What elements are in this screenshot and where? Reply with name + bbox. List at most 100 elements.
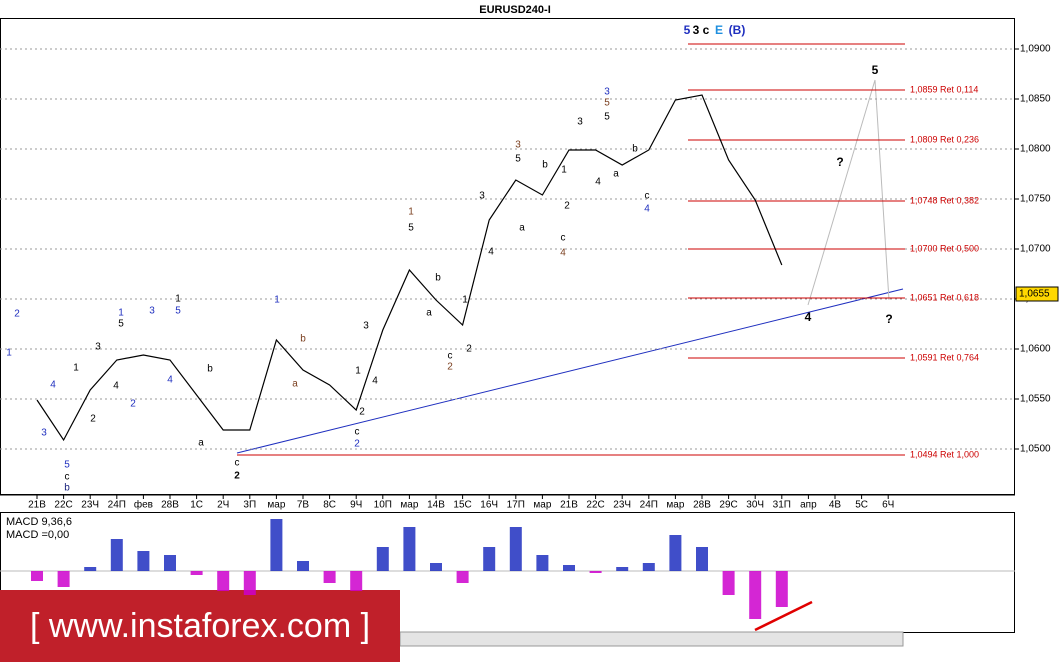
wave-label: 3 [363, 321, 369, 332]
macd-bar [563, 565, 575, 571]
wave-label: 3 [479, 191, 485, 202]
y-tick-label: 1,0550 [1020, 394, 1051, 405]
wave-label: 3 [41, 428, 47, 439]
wave-label: 2 [447, 362, 453, 373]
wave-label: 3 [515, 140, 521, 151]
wave-label: 2 [130, 399, 136, 410]
macd-bar [270, 519, 283, 571]
wave-label: 4 [488, 247, 494, 258]
x-tick-label: 28В [161, 500, 179, 511]
price-line [36, 94, 783, 442]
wave-label: 5 [118, 319, 124, 330]
y-tick-label: 1,0850 [1020, 94, 1051, 105]
macd-bar [297, 561, 309, 571]
wave-label: 5 [872, 63, 879, 77]
wave-label: 3 [577, 117, 583, 128]
wave-label: ? [836, 155, 843, 169]
x-tick-label: мар [400, 500, 418, 511]
x-tick-label: 6Ч [882, 500, 894, 511]
x-tick-label: 5С [855, 500, 868, 511]
x-tick-label: 21В [560, 500, 578, 511]
wave-label: c [65, 472, 70, 483]
x-tick-label: 8С [323, 500, 336, 511]
wave-label: b [435, 273, 441, 284]
wave-label: c [561, 233, 566, 244]
watermark: [ www.instaforex.com ] [30, 607, 370, 645]
wave-label: 2 [234, 471, 240, 482]
wave-label: 1 [6, 348, 12, 359]
wave-label: 4 [372, 376, 378, 387]
x-tick-label: мар [533, 500, 551, 511]
x-tick-label: 10П [374, 500, 392, 511]
macd-bar [110, 539, 123, 571]
wave-label: 5 [64, 460, 70, 471]
x-tick-label: 17П [507, 500, 525, 511]
wave-label: 4 [113, 381, 119, 392]
x-tick-label: 3П [243, 500, 256, 511]
wave-label: a [292, 379, 298, 390]
x-tick-label: 28В [693, 500, 711, 511]
wave-label: c [448, 351, 453, 362]
wave-label: a [426, 308, 432, 319]
macd-label: MACD 9,36,6 [6, 516, 72, 528]
wave-label: 5 [604, 112, 610, 123]
x-tick-label: 16Ч [480, 500, 498, 511]
wave-label: 4 [805, 310, 812, 324]
macd-bar [137, 551, 150, 571]
wave-label: a [613, 169, 619, 180]
macd-bar [57, 571, 70, 587]
y-tick-label: 1,0750 [1020, 194, 1051, 205]
wave-label: b [632, 144, 638, 155]
wave-label: c [645, 191, 650, 202]
wave-label: 5 [515, 154, 521, 165]
wave-label: 5 [175, 306, 181, 317]
wave-label: 4 [50, 380, 56, 391]
wave-label: E [715, 23, 723, 37]
current-price-label: 1,0655 [1019, 289, 1050, 300]
macd-bar [669, 535, 682, 571]
y-tick-label: 1,0600 [1020, 344, 1051, 355]
wave-label: 1 [462, 295, 468, 306]
x-tick-label: мар [267, 500, 285, 511]
wave-label: 5 [408, 223, 414, 234]
macd-bar [616, 567, 629, 571]
macd-bar [350, 571, 363, 591]
wave-label: 5 [684, 23, 691, 37]
wave-label: c [235, 458, 240, 469]
wave-label: 2 [359, 407, 365, 418]
wave-label: 5 [604, 98, 610, 109]
macd-bar [376, 547, 389, 571]
x-tick-label: 29С [719, 500, 737, 511]
macd-bar [217, 571, 230, 591]
wave-label: b [207, 364, 213, 375]
x-tick-label: 7В [297, 500, 310, 511]
x-tick-label: 24П [108, 500, 126, 511]
divergence-line [754, 600, 813, 632]
y-tick-label: 1,0700 [1020, 244, 1051, 255]
macd-bar [536, 555, 549, 571]
fib-label: 1,0748 Ret 0,382 [910, 195, 979, 205]
macd-bar [403, 527, 416, 571]
x-tick-label: 22С [54, 500, 72, 511]
macd-bar [456, 571, 469, 583]
hatched-band [399, 631, 904, 647]
wave-label: b [542, 160, 548, 171]
wave-label: 1 [561, 165, 567, 176]
wave-label: b [300, 334, 306, 345]
x-tick-label: 9Ч [350, 500, 362, 511]
macd-bar [749, 571, 762, 619]
wave-label: 4 [167, 375, 173, 386]
fib-label: 1,0809 Ret 0,236 [910, 134, 979, 144]
fib-label: 1,0651 Ret 0,618 [910, 292, 979, 302]
x-tick-label: 2Ч [217, 500, 229, 511]
macd-bar [243, 571, 256, 595]
current-price-box [1015, 286, 1059, 302]
fib-label: 1,0591 Ret 0,764 [910, 352, 979, 362]
y-tick-label: 1,0800 [1020, 144, 1051, 155]
fib-label: 1,0494 Ret 1,000 [910, 449, 979, 459]
wave-label: ? [885, 312, 892, 326]
macd-bar [775, 571, 788, 607]
wave-label: 1 [408, 207, 414, 218]
